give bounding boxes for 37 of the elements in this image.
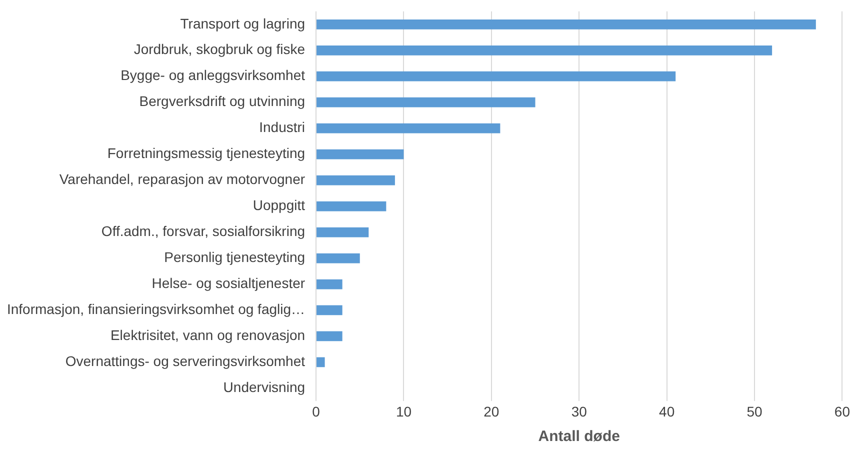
bar — [316, 357, 325, 368]
bar — [316, 253, 360, 264]
y-tick-label: Personlig tjenesteyting — [164, 249, 306, 266]
y-tick-label: Undervisning — [223, 379, 306, 396]
y-tick-label: Helse- og sosialtjenester — [152, 275, 306, 292]
x-axis-title: Antall døde — [538, 428, 620, 446]
bar — [316, 45, 772, 56]
x-tick-label: 10 — [396, 403, 412, 420]
bar — [316, 149, 404, 160]
bar — [316, 279, 342, 290]
y-tick-label: Varehandel, reparasjon av motorvogner — [59, 171, 306, 188]
x-tick-label: 30 — [571, 403, 588, 420]
bar — [316, 331, 342, 342]
y-tick-label: Industri — [259, 119, 306, 136]
y-tick-label: Transport og lagring — [180, 15, 306, 32]
y-tick-label: Bergverksdrift og utvinning — [139, 93, 306, 110]
y-tick-label: Forretningsmessig tjenesteyting — [107, 145, 306, 162]
bar — [316, 227, 369, 238]
x-tick-label: 40 — [659, 403, 675, 420]
x-tick-label: 0 — [312, 403, 320, 420]
y-tick-label: Informasjon, finansieringsvirksomhet og faglig… — [6, 301, 306, 318]
bar — [316, 201, 386, 212]
bar — [316, 123, 500, 134]
bar — [316, 175, 395, 186]
y-tick-label: Bygge- og anleggsvirksomhet — [120, 67, 306, 84]
x-tick-label: 50 — [746, 403, 763, 420]
y-tick-label: Uoppgitt — [252, 197, 306, 214]
y-tick-label: Jordbruk, skogbruk og fiske — [134, 41, 306, 58]
bar — [316, 19, 816, 30]
y-tick-label: Elektrisitet, vann og renovasjon — [110, 327, 306, 344]
y-tick-label: Overnattings- og serveringsvirksomhet — [65, 353, 306, 370]
y-tick-label: Off.adm., forsvar, sosialforsikring — [101, 223, 306, 240]
bar — [316, 305, 342, 316]
x-tick-label: 20 — [484, 403, 500, 420]
bar — [316, 97, 536, 108]
x-tick-label: 60 — [834, 403, 850, 420]
bar — [316, 71, 676, 82]
